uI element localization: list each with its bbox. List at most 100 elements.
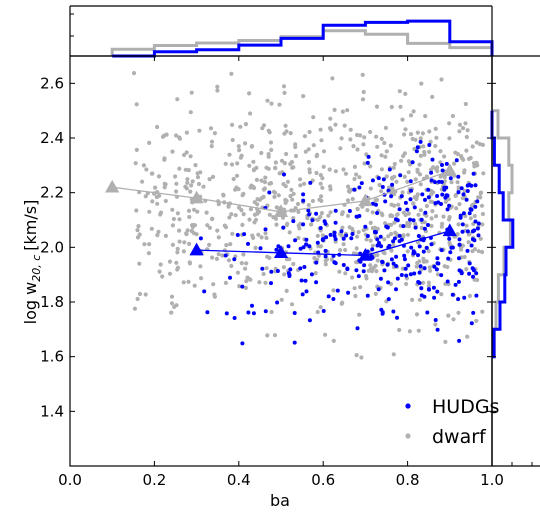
scatter-point-hudgs bbox=[456, 279, 461, 284]
scatter-point-dwarf bbox=[362, 135, 367, 140]
scatter-point-hudgs bbox=[321, 309, 326, 313]
scatter-point-hudgs bbox=[464, 197, 469, 202]
scatter-point-dwarf bbox=[187, 260, 192, 265]
scatter-point-dwarf bbox=[340, 225, 345, 230]
scatter-point-dwarf bbox=[368, 186, 373, 191]
scatter-point-dwarf bbox=[243, 266, 248, 271]
scatter-point-dwarf bbox=[457, 202, 462, 207]
scatter-point-dwarf bbox=[274, 205, 279, 210]
scatter-point-hudgs bbox=[476, 233, 481, 238]
scatter-point-dwarf bbox=[350, 275, 355, 280]
scatter-point-dwarf bbox=[185, 180, 190, 185]
scatter-point-hudgs bbox=[445, 207, 450, 212]
scatter-point-dwarf bbox=[240, 193, 245, 198]
scatter-point-dwarf bbox=[381, 250, 386, 255]
scatter-point-hudgs bbox=[335, 288, 340, 293]
scatter-point-dwarf bbox=[417, 162, 422, 167]
scatter-point-dwarf bbox=[446, 217, 452, 222]
scatter-point-dwarf bbox=[392, 220, 397, 225]
scatter-point-dwarf bbox=[216, 252, 221, 257]
scatter-point-hudgs bbox=[309, 272, 314, 277]
scatter-point-dwarf bbox=[235, 161, 240, 166]
scatter-point-dwarf bbox=[352, 286, 357, 291]
scatter-point-hudgs bbox=[370, 247, 375, 252]
scatter-point-dwarf bbox=[188, 154, 193, 159]
scatter-point-dwarf bbox=[155, 124, 160, 130]
scatter-point-dwarf bbox=[244, 261, 249, 266]
scatter-point-hudgs bbox=[408, 197, 413, 202]
scatter-point-dwarf bbox=[356, 230, 361, 235]
scatter-point-dwarf bbox=[338, 248, 343, 253]
x-axis-label: ba bbox=[270, 491, 290, 510]
scatter-point-hudgs bbox=[433, 318, 438, 322]
scatter-point-dwarf bbox=[248, 277, 253, 282]
scatter-point-hudgs bbox=[386, 188, 391, 193]
scatter-point-dwarf bbox=[279, 297, 284, 302]
scatter-point-dwarf bbox=[399, 158, 404, 163]
scatter-point-hudgs bbox=[263, 309, 268, 314]
scatter-point-dwarf bbox=[315, 217, 320, 222]
scatter-point-hudgs bbox=[402, 257, 407, 262]
scatter-point-dwarf bbox=[229, 263, 234, 269]
scatter-point-dwarf bbox=[428, 199, 433, 204]
scatter-point-dwarf bbox=[136, 224, 141, 229]
scatter-point-dwarf bbox=[298, 177, 303, 182]
scatter-point-dwarf bbox=[387, 185, 392, 190]
scatter-point-dwarf bbox=[480, 211, 485, 217]
scatter-point-dwarf bbox=[177, 239, 182, 244]
scatter-point-dwarf bbox=[141, 163, 146, 168]
scatter-point-dwarf bbox=[480, 249, 485, 255]
scatter-point-hudgs bbox=[383, 199, 388, 204]
scatter-point-hudgs bbox=[473, 219, 478, 224]
scatter-point-dwarf bbox=[210, 174, 216, 179]
scatter-point-dwarf bbox=[392, 161, 397, 167]
scatter-point-dwarf bbox=[422, 220, 427, 225]
right-hist-dwarf bbox=[492, 109, 514, 359]
scatter-point-hudgs bbox=[320, 238, 325, 242]
scatter-point-hudgs bbox=[269, 281, 273, 286]
x-tick-label: 0.0 bbox=[58, 471, 82, 489]
scatter-point-hudgs bbox=[314, 211, 319, 216]
scatter-point-dwarf bbox=[345, 198, 351, 203]
scatter-point-dwarf bbox=[284, 288, 289, 293]
scatter-point-hudgs bbox=[426, 195, 431, 200]
scatter-point-dwarf bbox=[131, 71, 137, 76]
scatter-point-hudgs bbox=[288, 267, 293, 272]
scatter-point-dwarf bbox=[226, 258, 231, 263]
scatter-point-hudgs bbox=[389, 194, 394, 199]
scatter-point-hudgs bbox=[471, 274, 475, 279]
scatter-point-dwarf bbox=[353, 293, 358, 299]
scatter-point-dwarf bbox=[402, 174, 407, 179]
scatter-point-hudgs bbox=[228, 275, 232, 280]
scatter-point-hudgs bbox=[433, 180, 437, 185]
scatter-point-hudgs bbox=[419, 217, 424, 222]
scatter-point-dwarf bbox=[454, 206, 459, 211]
scatter-point-dwarf bbox=[264, 235, 269, 241]
scatter-point-dwarf bbox=[262, 180, 267, 185]
scatter-point-dwarf bbox=[234, 185, 239, 190]
scatter-point-dwarf bbox=[368, 129, 373, 135]
scatter-point-dwarf bbox=[398, 104, 403, 109]
scatter-point-hudgs bbox=[469, 243, 474, 248]
scatter-point-dwarf bbox=[349, 187, 354, 192]
scatter-point-dwarf bbox=[342, 123, 347, 128]
scatter-point-dwarf bbox=[210, 216, 215, 221]
scatter-point-dwarf bbox=[479, 203, 485, 208]
y-tick-label: 1.4 bbox=[40, 402, 64, 420]
scatter-point-hudgs bbox=[439, 180, 444, 184]
scatter-point-dwarf bbox=[254, 177, 259, 182]
scatter-point-dwarf bbox=[272, 333, 278, 338]
scatter-point-dwarf bbox=[174, 303, 179, 308]
scatter-point-hudgs bbox=[365, 293, 370, 298]
scatter-point-dwarf bbox=[323, 262, 328, 267]
scatter-point-hudgs bbox=[435, 194, 440, 198]
scatter-point-hudgs bbox=[292, 311, 297, 315]
scatter-point-dwarf bbox=[234, 173, 240, 178]
scatter-point-hudgs bbox=[445, 279, 450, 284]
scatter-point-hudgs bbox=[370, 178, 375, 183]
scatter-point-dwarf bbox=[329, 257, 334, 262]
scatter-point-hudgs bbox=[323, 248, 328, 253]
scatter-point-dwarf bbox=[389, 104, 394, 110]
scatter-point-hudgs bbox=[472, 238, 477, 243]
scatter-point-dwarf bbox=[265, 98, 270, 103]
